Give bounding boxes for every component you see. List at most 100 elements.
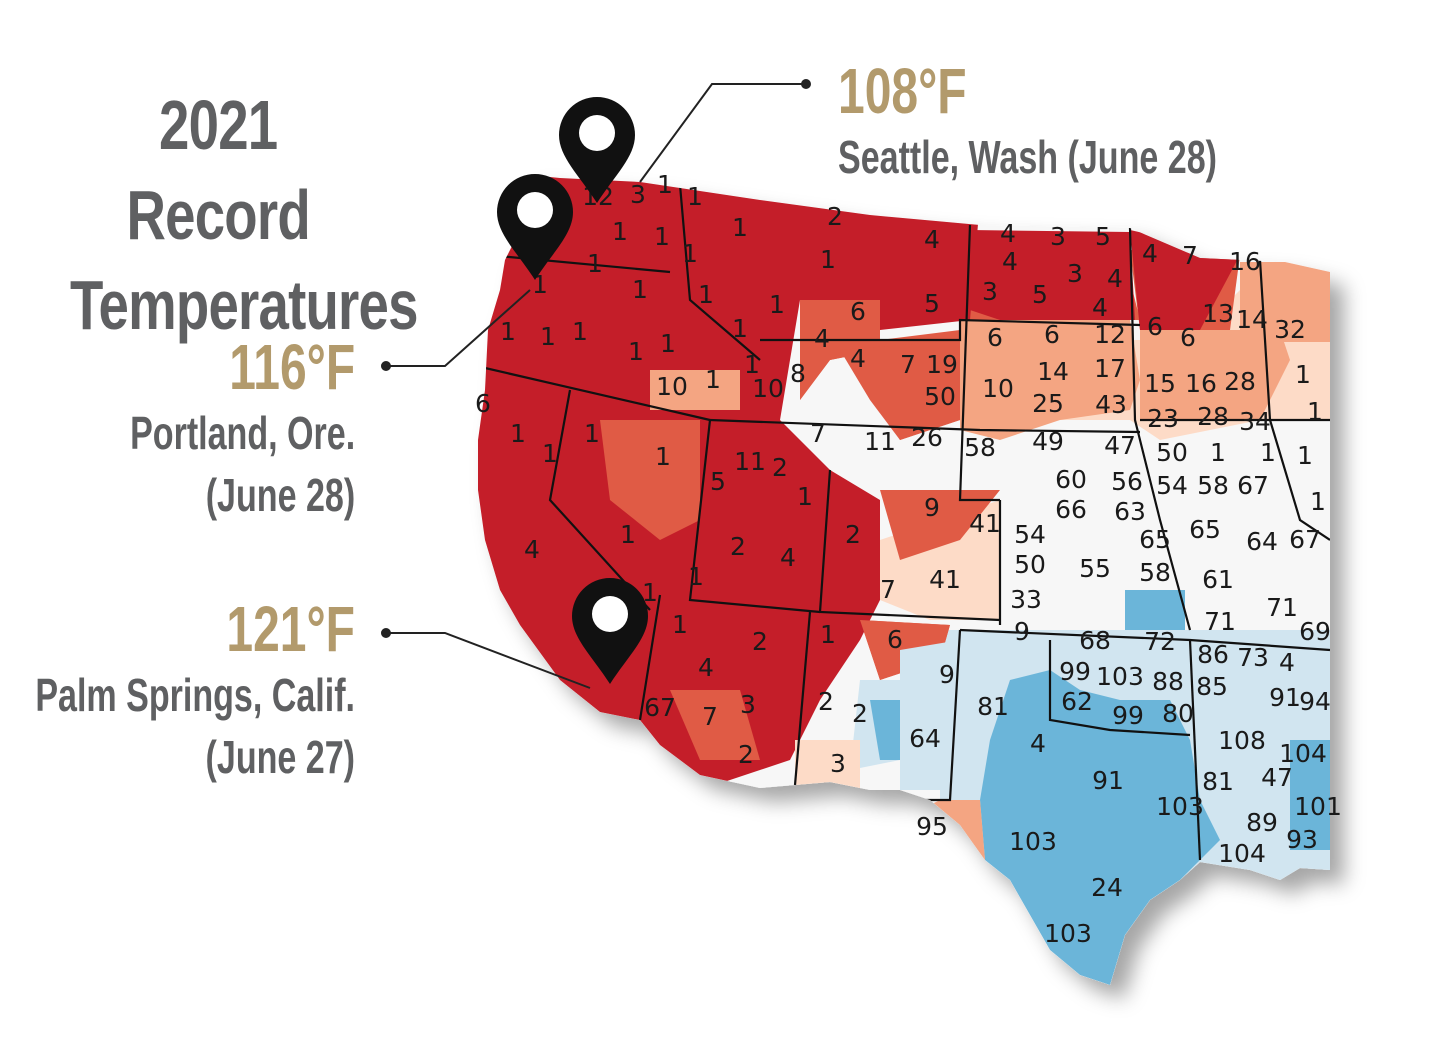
rank-number: 5 — [924, 289, 940, 318]
rank-number: 1 — [540, 322, 556, 351]
callout-temp: 121°F — [226, 593, 355, 665]
rank-number: 1 — [732, 213, 748, 242]
rank-number: 6 — [850, 297, 866, 326]
rank-number: 1 — [705, 365, 721, 394]
rank-number: 4 — [524, 535, 540, 564]
title-line-1: 2021 Record — [126, 86, 310, 254]
rank-number: 9 — [939, 660, 955, 689]
rank-number: 86 — [1197, 640, 1229, 669]
rank-number: 7 — [810, 419, 826, 448]
rank-number: 23 — [1147, 404, 1179, 433]
rank-number: 4 — [1092, 293, 1108, 322]
rank-number: 1 — [542, 439, 558, 468]
rank-number: 11 — [734, 447, 766, 476]
rank-number: 1 — [587, 249, 603, 278]
rank-number: 6 — [475, 389, 491, 418]
rank-number: 2 — [730, 532, 746, 561]
rank-number: 50 — [1014, 550, 1046, 579]
callout-seattle: 108°F Seattle, Wash (June 28) — [838, 56, 1350, 188]
rank-number: 2 — [845, 520, 861, 549]
state-borders — [484, 184, 1330, 861]
rank-number: 1 — [1210, 438, 1226, 467]
rank-number: 49 — [1032, 427, 1064, 456]
rank-number: 4 — [850, 344, 866, 373]
rank-number: 89 — [1246, 808, 1278, 837]
rank-number: 4 — [924, 225, 940, 254]
rank-number: 9 — [924, 493, 940, 522]
pin-palm-springs-icon — [572, 578, 648, 684]
rank-number: 7 — [702, 702, 718, 731]
rank-number: 1 — [1297, 441, 1313, 470]
rank-number: 1 — [820, 245, 836, 274]
rank-number: 2 — [772, 453, 788, 482]
rank-number: 13 — [1202, 299, 1234, 328]
rank-number: 91 — [1269, 683, 1301, 712]
rank-number: 3 — [740, 690, 756, 719]
rank-number: 2 — [738, 740, 754, 769]
rank-number: 61 — [1202, 565, 1234, 594]
rank-number: 103 — [1156, 792, 1204, 821]
callout-portland: 116°F Portland, Ore. (June 28) — [51, 332, 355, 526]
rank-number: 9 — [1014, 617, 1030, 646]
rank-number: 63 — [1114, 497, 1146, 526]
rank-number: 41 — [969, 509, 1001, 538]
rank-number: 65 — [1189, 515, 1221, 544]
rank-number: 1 — [628, 337, 644, 366]
rank-number: 68 — [1079, 626, 1111, 655]
rank-number: 65 — [1139, 525, 1171, 554]
rank-number: 33 — [1010, 585, 1042, 614]
rank-number: 1 — [687, 182, 703, 211]
pin-portland-icon — [497, 174, 573, 280]
rank-number: 1 — [1310, 487, 1326, 516]
rank-number: 1 — [672, 610, 688, 639]
rank-number: 43 — [1095, 390, 1127, 419]
rank-number: 3 — [982, 277, 998, 306]
rank-number: 4 — [1142, 239, 1158, 268]
rank-number: 7 — [900, 350, 916, 379]
rank-number: 67 — [1289, 525, 1321, 554]
rank-number: 1 — [820, 620, 836, 649]
callout-temp: 108°F — [838, 55, 967, 127]
rank-number: 2 — [827, 202, 843, 231]
pin-seattle-icon — [559, 97, 635, 203]
rank-number: 103 — [1096, 662, 1144, 691]
rank-number: 81 — [977, 692, 1009, 721]
rank-number: 6 — [887, 625, 903, 654]
rank-number: 1 — [1295, 360, 1311, 389]
leader-dot-portland — [381, 361, 391, 371]
rank-number: 10 — [656, 372, 688, 401]
callout-date: (June 28) — [205, 469, 355, 521]
rank-number: 14 — [1037, 357, 1069, 386]
leader-dots — [381, 79, 811, 638]
rank-number: 1 — [654, 222, 670, 251]
rank-number: 5 — [1032, 280, 1048, 309]
rank-number: 88 — [1152, 667, 1184, 696]
rank-number: 10 — [982, 374, 1014, 403]
rank-number: 55 — [1079, 554, 1111, 583]
rank-number: 58 — [1139, 558, 1171, 587]
rank-number: 66 — [1055, 495, 1087, 524]
rank-number: 64 — [1246, 527, 1278, 556]
rank-number: 72 — [1144, 627, 1176, 656]
rank-number: 7 — [1182, 241, 1198, 270]
rank-number: 16 — [1229, 247, 1261, 276]
rank-numbers: 1123111111244354716111111434354661314321… — [475, 170, 1342, 948]
rank-number: 1 — [612, 217, 628, 246]
rank-number: 1 — [500, 317, 516, 346]
rank-number: 1 — [632, 275, 648, 304]
rank-number: 1 — [682, 239, 698, 268]
rank-number: 94 — [1299, 687, 1331, 716]
rank-number: 1 — [688, 562, 704, 591]
rank-number: 6 — [1044, 320, 1060, 349]
rank-number: 103 — [1044, 919, 1092, 948]
rank-number: 28 — [1197, 402, 1229, 431]
rank-number: 1 — [584, 419, 600, 448]
rank-number: 1 — [510, 419, 526, 448]
callout-palm-springs: 121°F Palm Springs, Calif. (June 27) — [0, 594, 355, 788]
callout-temp: 116°F — [229, 331, 355, 403]
rank-number: 10 — [752, 374, 784, 403]
rank-number: 6 — [1147, 312, 1163, 341]
rank-number: 50 — [924, 382, 956, 411]
rank-number: 1 — [657, 170, 673, 199]
